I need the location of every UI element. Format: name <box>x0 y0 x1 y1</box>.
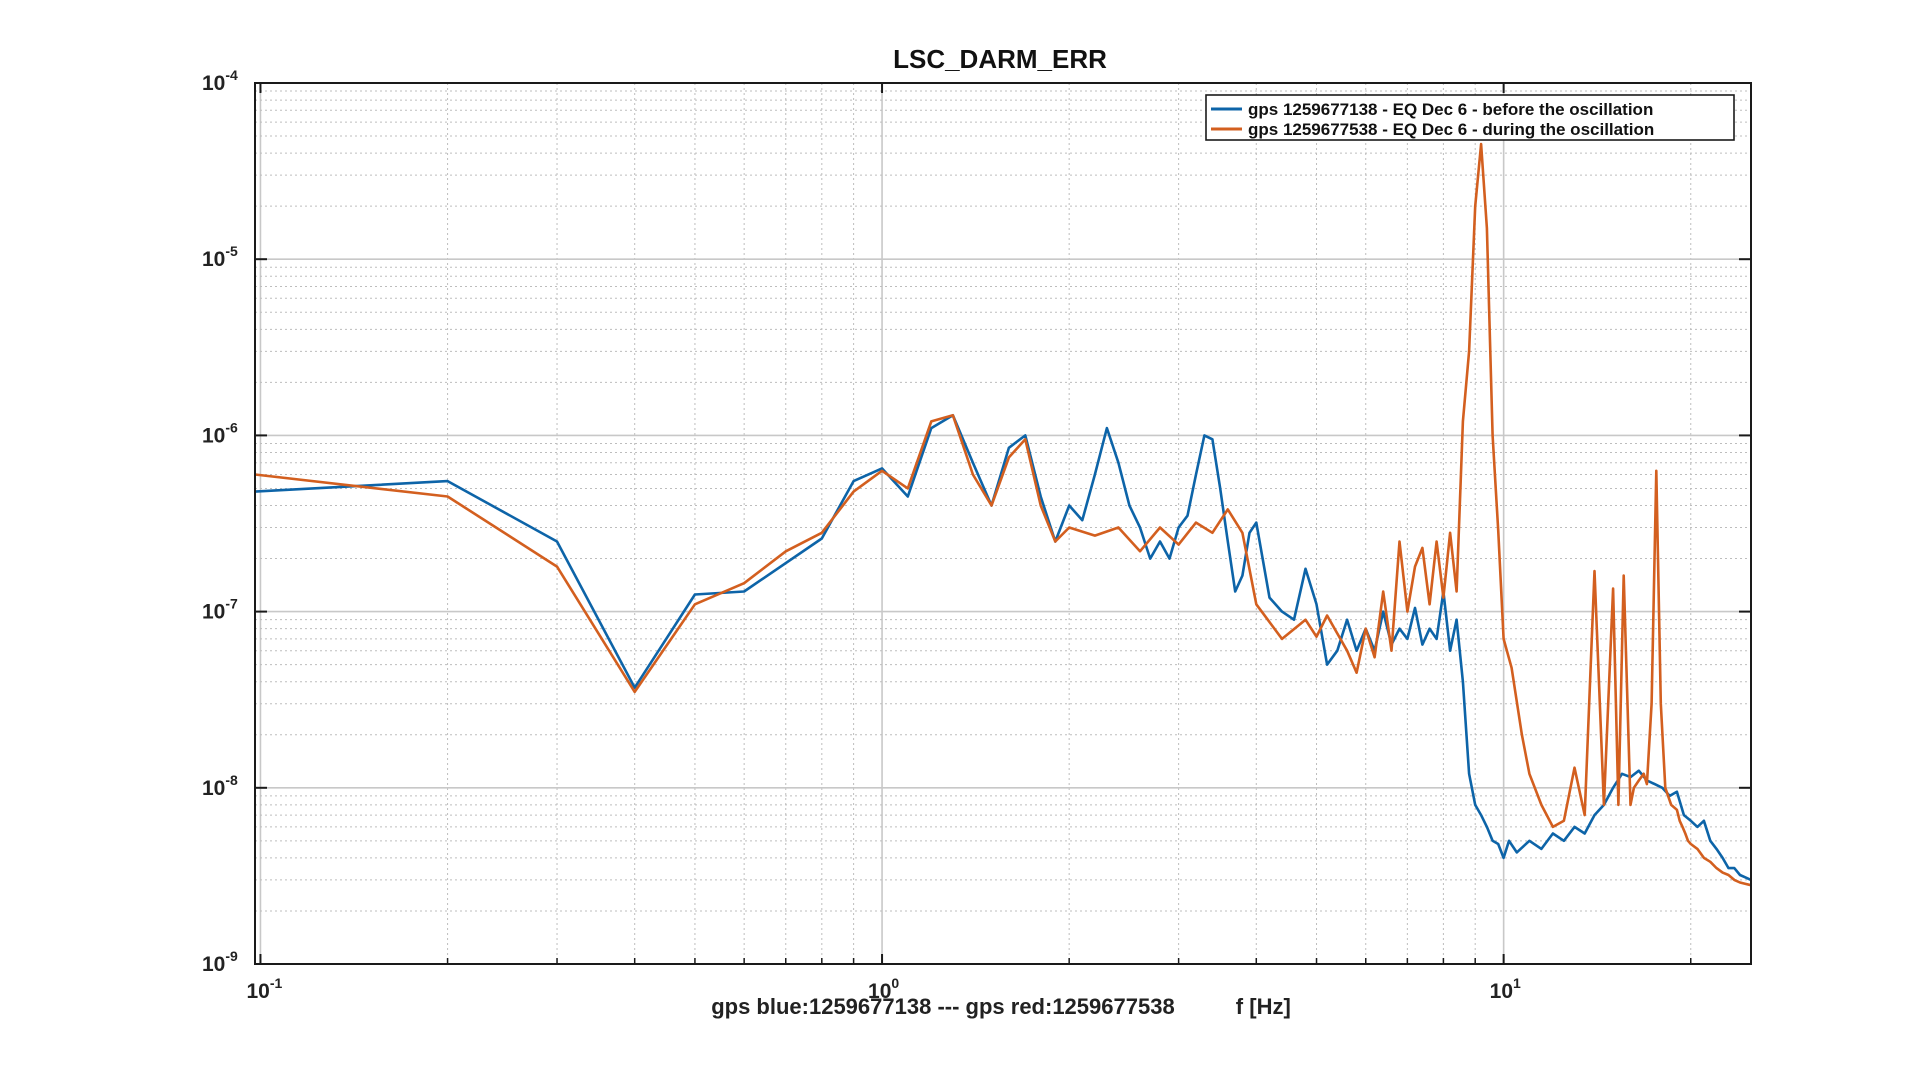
legend: gps 1259677138 - EQ Dec 6 - before the o… <box>1205 94 1735 141</box>
x-tick-label: 10-1 <box>246 975 282 1003</box>
x-axis-label: gps blue:1259677138 --- gps red:12596775… <box>711 994 1291 1019</box>
x-tick-label: 101 <box>1490 975 1521 1003</box>
x-tick-label: 100 <box>868 975 899 1003</box>
y-tick-label: 10-5 <box>202 243 238 271</box>
y-tick-label: 10-8 <box>202 772 238 800</box>
legend-box <box>1205 94 1735 141</box>
y-tick-label: 10-7 <box>202 596 238 624</box>
grid <box>255 82 1751 965</box>
y-tick-label: 10-4 <box>202 67 238 95</box>
axis-ticks: 10-1 100 101 10-9 10-8 10-7 10-6 10-5 10-4 <box>202 67 1751 1003</box>
series-line-2 <box>254 142 1752 887</box>
plot-lines <box>254 142 1752 887</box>
legend-entry-2: gps 1259677538 - EQ Dec 6 - during the o… <box>1248 120 1654 139</box>
axes-frame <box>254 82 1752 965</box>
chart-title: LSC_DARM_ERR <box>893 44 1107 74</box>
y-tick-label: 10-9 <box>202 948 238 976</box>
legend-entry-1: gps 1259677138 - EQ Dec 6 - before the o… <box>1248 100 1653 119</box>
y-tick-label: 10-6 <box>202 419 238 447</box>
